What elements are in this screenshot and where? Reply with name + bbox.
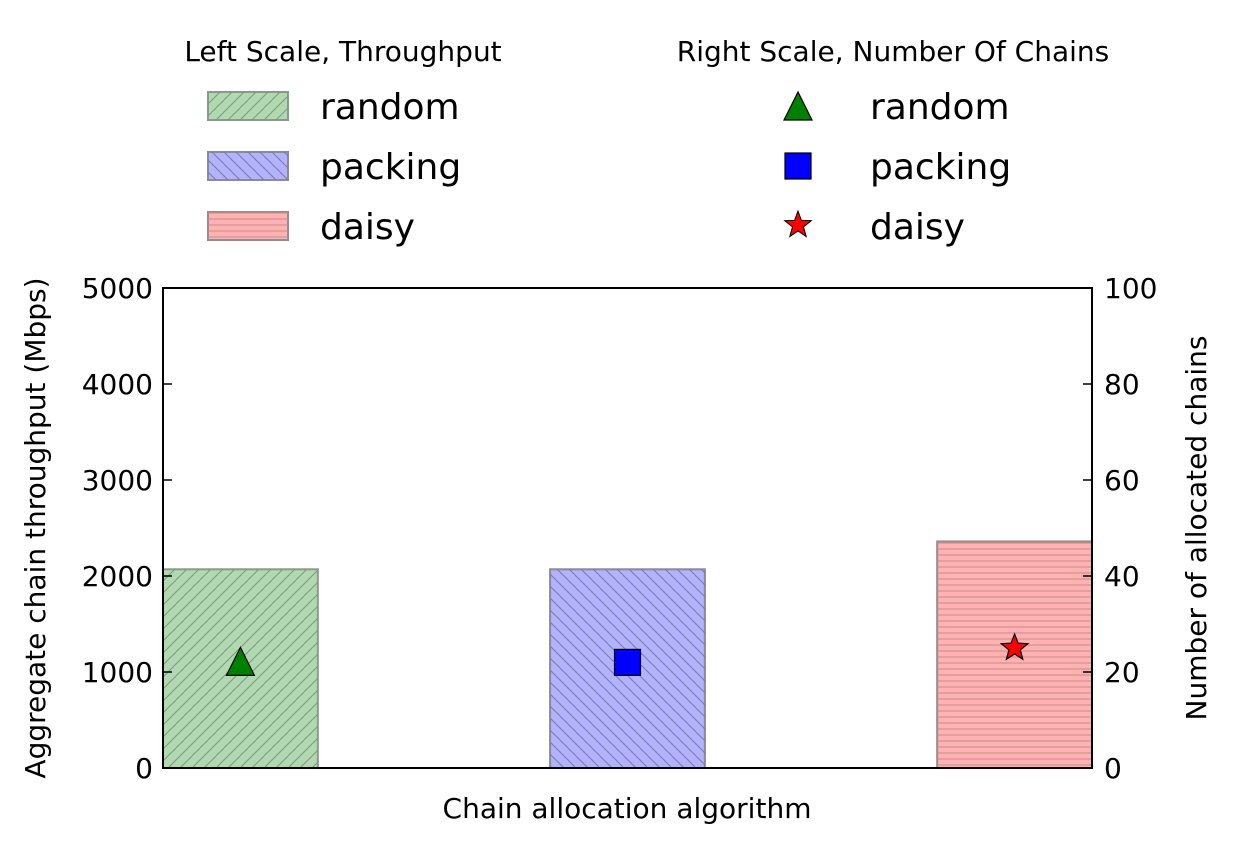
legend-triangle-icon — [783, 90, 813, 121]
y-tick-label: 5000 — [82, 272, 153, 305]
legend-right-title: Right Scale, Number Of Chains — [677, 35, 1110, 68]
y-axis-label: Aggregate chain throughput (Mbps) — [19, 277, 52, 778]
marker-packing — [613, 648, 642, 677]
legend-square-icon — [784, 152, 812, 180]
y2-tick-label: 60 — [1104, 464, 1140, 497]
y2-tick-label: 20 — [1104, 656, 1140, 689]
legend-star-icon — [783, 209, 813, 238]
legend-right-label-random: random — [870, 87, 1010, 128]
legend-left-title: Left Scale, Throughput — [184, 35, 501, 68]
y2-tick-label: 0 — [1104, 752, 1122, 785]
y-tick-label: 4000 — [82, 368, 153, 401]
x-axis-label: Chain allocation algorithm — [443, 792, 812, 825]
markers-layer — [225, 632, 1030, 677]
y-tick-label: 0 — [135, 752, 153, 785]
y2-axis-label: Number of allocated chains — [1180, 336, 1213, 721]
legend-left-label-daisy: daisy — [320, 207, 415, 248]
legend-hatch-random — [208, 92, 288, 120]
legend-right-label-daisy: daisy — [870, 207, 965, 248]
y2-tick-label: 40 — [1104, 560, 1140, 593]
y2-tick-label: 100 — [1104, 272, 1157, 305]
legend-right-label-packing: packing — [870, 147, 1011, 188]
y-tick-label: 1000 — [82, 656, 153, 689]
legend-hatch-daisy — [208, 212, 288, 240]
legend-hatch-packing — [208, 152, 288, 180]
y-tick-label: 3000 — [82, 464, 153, 497]
legend-left-label-packing: packing — [320, 147, 461, 188]
plot-frame — [162, 287, 1093, 769]
marker-daisy — [999, 632, 1030, 661]
y2-tick-label: 80 — [1104, 368, 1140, 401]
legend: Left Scale, Throughput Right Scale, Numb… — [184, 35, 1109, 248]
legend-left-label-random: random — [320, 87, 460, 128]
ticks-layer: 0 1000 2000 3000 4000 5000 0 20 40 60 80 100 — [82, 272, 1158, 785]
marker-random — [225, 646, 256, 677]
y-tick-label: 2000 — [82, 560, 153, 593]
